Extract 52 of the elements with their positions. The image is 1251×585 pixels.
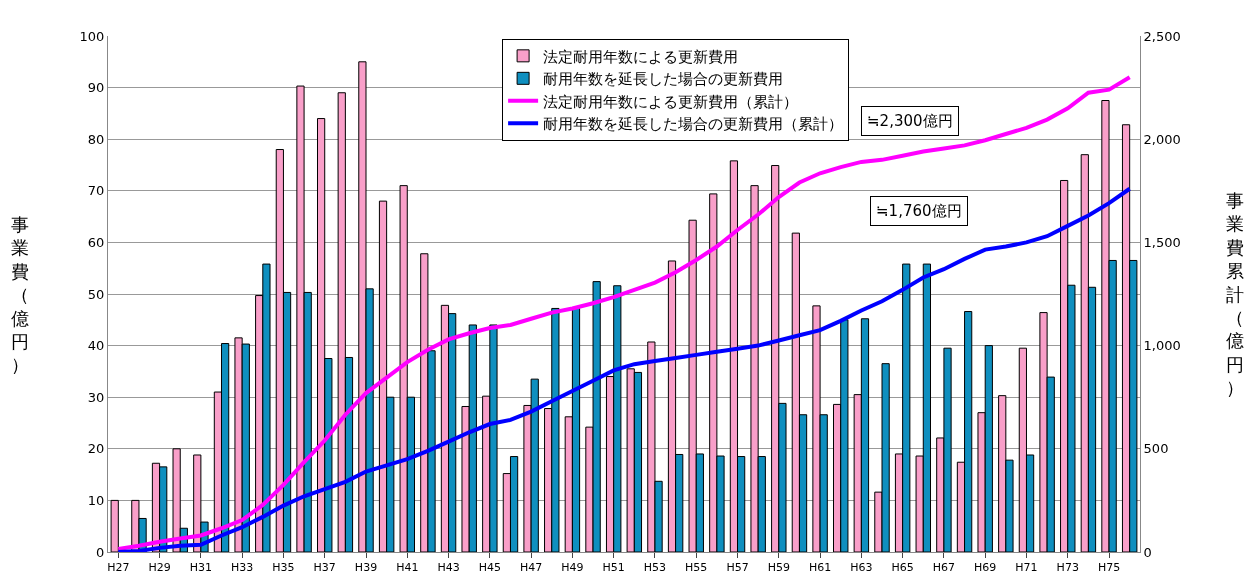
y-tick-label: 20 bbox=[87, 441, 105, 457]
annotation: ≒2,300億円 bbox=[867, 112, 953, 130]
y2-tick-label: 2,500 bbox=[1143, 28, 1181, 44]
x-tick-label: H69 bbox=[974, 561, 997, 575]
x-tick-label: H27 bbox=[107, 561, 130, 575]
line-series bbox=[116, 186, 1132, 552]
x-tick-label: H41 bbox=[396, 561, 419, 575]
y2-tick-label: 0 bbox=[1143, 544, 1152, 560]
x-tick-label: H29 bbox=[148, 561, 171, 575]
legend-label: 耐用年数を延長した場合の更新費用（累計） bbox=[543, 115, 844, 134]
x-tick-label: H49 bbox=[561, 561, 584, 575]
y2-tick-label: 500 bbox=[1143, 441, 1169, 457]
x-tick-label: H61 bbox=[808, 561, 832, 575]
y2-tick-label: 1,500 bbox=[1143, 234, 1181, 250]
x-tick-label: H71 bbox=[1015, 561, 1038, 575]
legend-label: 法定耐用年数による更新費用（累計） bbox=[543, 92, 799, 111]
x-tick-label: H73 bbox=[1056, 561, 1079, 575]
x-tick-label: H57 bbox=[726, 561, 749, 575]
x-tick-label: H43 bbox=[437, 561, 460, 575]
x-tick-label: H63 bbox=[850, 561, 873, 575]
y-tick-label: 40 bbox=[87, 338, 105, 354]
legend-label: 法定耐用年数による更新費用 bbox=[543, 47, 739, 66]
text: 事業費累計（億円） bbox=[1226, 190, 1244, 399]
x-tick-label: H67 bbox=[932, 561, 956, 575]
x-tick-label: H47 bbox=[519, 561, 543, 575]
y-tick-label: 0 bbox=[96, 544, 105, 560]
bar bbox=[110, 499, 119, 552]
y-tick-label: 60 bbox=[87, 234, 105, 250]
x-tick-label: H59 bbox=[767, 561, 790, 575]
y-tick-label: 70 bbox=[87, 183, 105, 199]
legend-label: 耐用年数を延長した場合の更新費用 bbox=[543, 70, 784, 89]
x-tick-label: H75 bbox=[1097, 561, 1121, 575]
y-tick-label: 90 bbox=[87, 80, 105, 96]
y2-tick-label: 1,000 bbox=[1143, 338, 1181, 354]
y-tick-label: 80 bbox=[87, 131, 105, 147]
x-tick-label: H45 bbox=[478, 561, 501, 575]
y2-tick-label: 2,000 bbox=[1143, 131, 1181, 147]
y-tick-label: 50 bbox=[87, 286, 105, 302]
y-tick-label: 30 bbox=[87, 389, 105, 405]
annotation: ≒1,760億円 bbox=[876, 202, 962, 220]
x-tick-label: H35 bbox=[272, 561, 295, 575]
x-tick-label: H37 bbox=[313, 561, 336, 575]
x-tick-label: H51 bbox=[602, 561, 625, 575]
x-tick-label: H55 bbox=[685, 561, 708, 575]
y-axis-title: 事業費（億円） bbox=[11, 214, 29, 376]
y-tick-label: 100 bbox=[79, 28, 105, 44]
x-tick-label: H39 bbox=[354, 561, 378, 575]
x-tick-label: H53 bbox=[643, 561, 667, 575]
x-tick-label: H33 bbox=[231, 561, 254, 575]
x-tick-label: H31 bbox=[189, 561, 213, 575]
y-tick-label: 10 bbox=[87, 492, 105, 508]
x-tick-label: H65 bbox=[891, 561, 914, 575]
